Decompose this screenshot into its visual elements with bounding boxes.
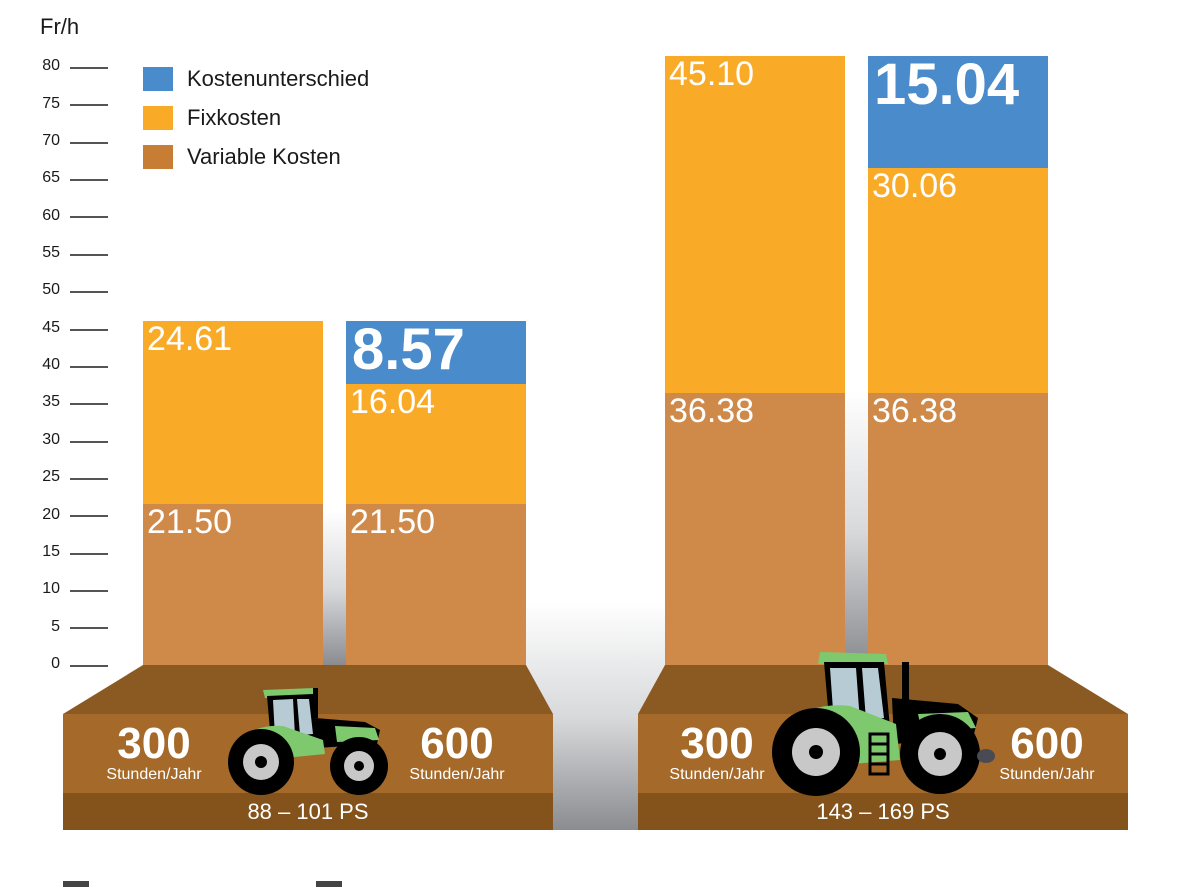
value-label: 15.04: [874, 52, 1020, 117]
segment-kostenunterschied: 8.57: [346, 317, 526, 384]
value-label: 30.06: [872, 167, 958, 205]
segment-variable-kosten: 21.50: [143, 503, 323, 665]
bar-group2-300h: 45.10 36.38: [665, 55, 845, 665]
tick-label: 5: [51, 618, 60, 635]
legend-swatch-blue: [143, 67, 173, 91]
segment-variable-kosten: 36.38: [665, 392, 845, 665]
tick-label: 55: [42, 244, 60, 261]
tick-line: [70, 291, 108, 293]
segment-fixkosten: 24.61: [143, 320, 323, 504]
tractor-large-icon: [772, 652, 995, 796]
legend-item-kostenunterschied: Kostenunterschied: [143, 66, 369, 92]
tick-label: 20: [42, 506, 60, 523]
hours-label-right: 600 Stunden/Jahr: [988, 722, 1106, 784]
tick-line: [70, 104, 108, 106]
tick-label: 65: [42, 169, 60, 186]
legend-item-variable-kosten: Variable Kosten: [143, 144, 341, 170]
legend-label: Fixkosten: [187, 105, 282, 130]
tick-line: [70, 329, 108, 331]
tick-label: 40: [42, 356, 60, 373]
gap-gradient: [323, 321, 346, 665]
hours-unit: Stunden/Jahr: [409, 766, 505, 783]
segment-kostenunterschied: 15.04: [868, 52, 1048, 168]
hours-unit: Stunden/Jahr: [106, 766, 202, 783]
tick-label: 75: [42, 95, 60, 112]
value-label: 36.38: [872, 392, 958, 430]
hours-unit: Stunden/Jahr: [669, 766, 765, 783]
segment-fixkosten: 45.10: [665, 55, 845, 393]
tick-line: [70, 254, 108, 256]
legend-swatch-brown: [143, 145, 173, 169]
legend-label: Kostenunterschied: [187, 66, 370, 91]
tick-label: 45: [42, 319, 60, 336]
tick-line: [70, 515, 108, 517]
hours-number: 600: [420, 719, 494, 768]
tick-line: [70, 403, 108, 405]
tick-line: [70, 142, 108, 144]
value-label: 45.10: [669, 55, 755, 93]
value-label: 21.50: [350, 503, 436, 541]
legend-label: Variable Kosten: [187, 144, 341, 169]
ps-range-label: 143 – 169 PS: [816, 799, 950, 824]
tick-label: 30: [42, 431, 60, 448]
segment-variable-kosten: 21.50: [346, 503, 526, 665]
tick-line: [70, 478, 108, 480]
value-label: 24.61: [147, 320, 233, 358]
tick-line: [70, 627, 108, 629]
value-label: 16.04: [350, 383, 436, 421]
cropped-artifact: [316, 881, 342, 887]
legend-item-fixkosten: Fixkosten: [143, 105, 281, 131]
tick-label: 35: [42, 393, 60, 410]
tick-label: 0: [51, 655, 60, 672]
hours-number: 600: [1010, 719, 1084, 768]
segment-variable-kosten: 36.38: [868, 392, 1048, 665]
tick-line: [70, 67, 108, 69]
hours-label-left: 300 Stunden/Jahr: [95, 722, 213, 784]
tick-label: 70: [42, 132, 60, 149]
tick-label: 50: [42, 281, 60, 298]
tractor-small-icon: [228, 688, 388, 795]
y-axis-unit: Fr/h: [40, 14, 80, 39]
tick-label: 25: [42, 468, 60, 485]
bar-group1-300h: 24.61 21.50: [143, 320, 323, 665]
segment-fixkosten: 16.04: [346, 383, 526, 504]
tick-label: 60: [42, 207, 60, 224]
bar-group1-600h: 8.57 16.04 21.50: [346, 317, 526, 665]
value-label: 36.38: [669, 392, 755, 430]
tick-line: [70, 179, 108, 181]
tick-line: [70, 590, 108, 592]
tick-line: [70, 216, 108, 218]
value-label: 8.57: [352, 317, 465, 382]
hours-number: 300: [680, 719, 754, 768]
hours-unit: Stunden/Jahr: [999, 766, 1095, 783]
segment-fixkosten: 30.06: [868, 167, 1048, 393]
hours-number: 300: [117, 719, 191, 768]
tick-label: 80: [42, 57, 60, 74]
tick-line: [70, 441, 108, 443]
value-label: 21.50: [147, 503, 233, 541]
legend-swatch-orange: [143, 106, 173, 130]
tick-line: [70, 366, 108, 368]
tick-label: 10: [42, 580, 60, 597]
bar-group2-600h: 15.04 30.06 36.38: [868, 52, 1048, 665]
tick-label: 15: [42, 543, 60, 560]
hours-label-right: 600 Stunden/Jahr: [398, 722, 516, 784]
gap-gradient: [845, 56, 868, 665]
cropped-artifact: [63, 881, 89, 887]
tick-line: [70, 553, 108, 555]
ps-range-label: 88 – 101 PS: [247, 799, 369, 824]
tick-line: [70, 665, 108, 667]
hours-label-left: 300 Stunden/Jahr: [658, 722, 776, 784]
